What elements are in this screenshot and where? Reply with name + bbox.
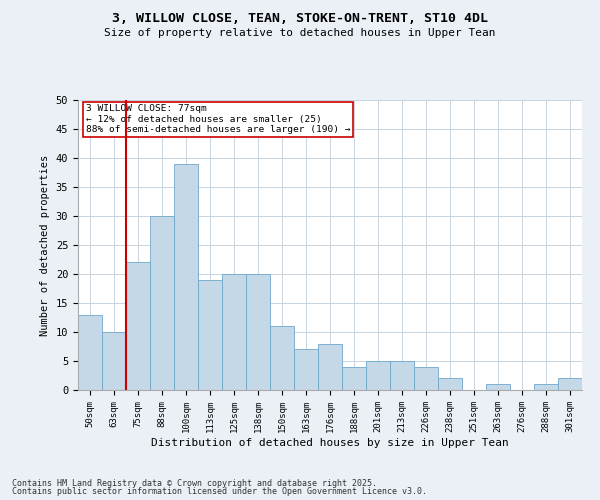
Bar	[222, 274, 246, 390]
Text: Contains HM Land Registry data © Crown copyright and database right 2025.: Contains HM Land Registry data © Crown c…	[12, 478, 377, 488]
Bar	[198, 280, 222, 390]
Bar	[78, 314, 102, 390]
Bar	[438, 378, 462, 390]
Text: Contains public sector information licensed under the Open Government Licence v3: Contains public sector information licen…	[12, 487, 427, 496]
Bar	[102, 332, 126, 390]
Y-axis label: Number of detached properties: Number of detached properties	[40, 154, 50, 336]
Bar	[534, 384, 558, 390]
Text: 3 WILLOW CLOSE: 77sqm
← 12% of detached houses are smaller (25)
88% of semi-deta: 3 WILLOW CLOSE: 77sqm ← 12% of detached …	[86, 104, 350, 134]
Bar	[294, 350, 318, 390]
Bar	[366, 361, 390, 390]
X-axis label: Distribution of detached houses by size in Upper Tean: Distribution of detached houses by size …	[151, 438, 509, 448]
Bar	[174, 164, 198, 390]
Bar	[414, 367, 438, 390]
Text: 3, WILLOW CLOSE, TEAN, STOKE-ON-TRENT, ST10 4DL: 3, WILLOW CLOSE, TEAN, STOKE-ON-TRENT, S…	[112, 12, 488, 26]
Text: Size of property relative to detached houses in Upper Tean: Size of property relative to detached ho…	[104, 28, 496, 38]
Bar	[150, 216, 174, 390]
Bar	[390, 361, 414, 390]
Bar	[126, 262, 150, 390]
Bar	[246, 274, 270, 390]
Bar	[486, 384, 510, 390]
Bar	[318, 344, 342, 390]
Bar	[270, 326, 294, 390]
Bar	[558, 378, 582, 390]
Bar	[342, 367, 366, 390]
